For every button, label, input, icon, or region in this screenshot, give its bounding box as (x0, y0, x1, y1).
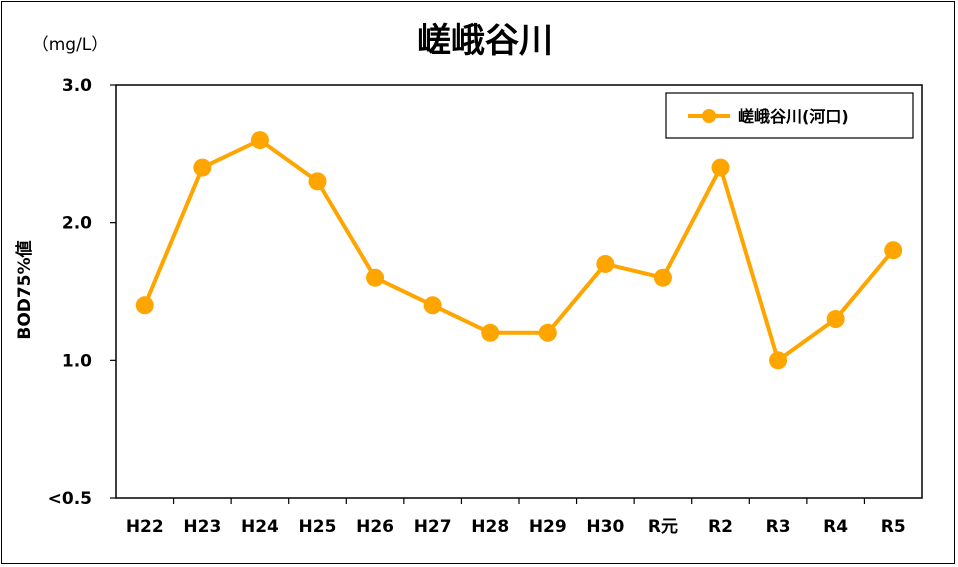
series-line (142, 138, 895, 363)
data-point (135, 296, 154, 315)
chart-title: 嵯峨谷川 (417, 21, 553, 61)
x-tick-label: H30 (586, 517, 624, 537)
x-tick-label: H22 (126, 517, 164, 537)
x-tick-label: R元 (648, 517, 678, 537)
y-axis: <0.5 1.0 2.0 3.0 (48, 76, 116, 509)
x-tick-label: R5 (881, 517, 906, 537)
data-point (366, 268, 385, 287)
y-axis-label: BOD75%値 (14, 240, 35, 339)
plot-area (115, 84, 923, 499)
data-point (538, 323, 557, 342)
legend-marker-swatch (702, 109, 716, 123)
data-point (884, 241, 903, 260)
legend: 嵯峨谷川(河口) (665, 92, 914, 139)
x-tick-label: R3 (766, 517, 791, 537)
data-point (481, 323, 500, 342)
x-tick-label: H25 (299, 517, 337, 537)
x-tick-label: H26 (356, 517, 394, 537)
y-tick-label: 1.0 (62, 351, 92, 371)
series-layer (135, 131, 903, 370)
data-point (769, 351, 788, 370)
data-point (250, 131, 269, 150)
legend-entry-label: 嵯峨谷川(河口) (738, 107, 849, 126)
x-tick-label: H23 (183, 517, 221, 537)
y-tick-label: 2.0 (62, 214, 92, 234)
x-tick-label: H29 (529, 517, 567, 537)
y-tick-label: <0.5 (48, 489, 92, 509)
x-tick-label: H24 (241, 517, 279, 537)
x-tick-label: H28 (471, 517, 509, 537)
data-point (653, 268, 672, 287)
x-tick-label: R2 (708, 517, 733, 537)
x-tick-label: R4 (823, 517, 848, 537)
data-point (308, 172, 327, 191)
data-point (193, 158, 212, 177)
x-axis: H22 H23 H24 H25 H26 H27 H28 H29 H30 R元 R2 R3 R4 R5 (126, 498, 906, 537)
y-tick-label: 3.0 (62, 76, 92, 96)
x-tick-label: H27 (414, 517, 452, 537)
unit-label: （mg/L） (32, 35, 109, 55)
data-point (423, 296, 442, 315)
data-point (596, 254, 615, 273)
data-point (826, 310, 845, 329)
data-point (711, 158, 730, 177)
